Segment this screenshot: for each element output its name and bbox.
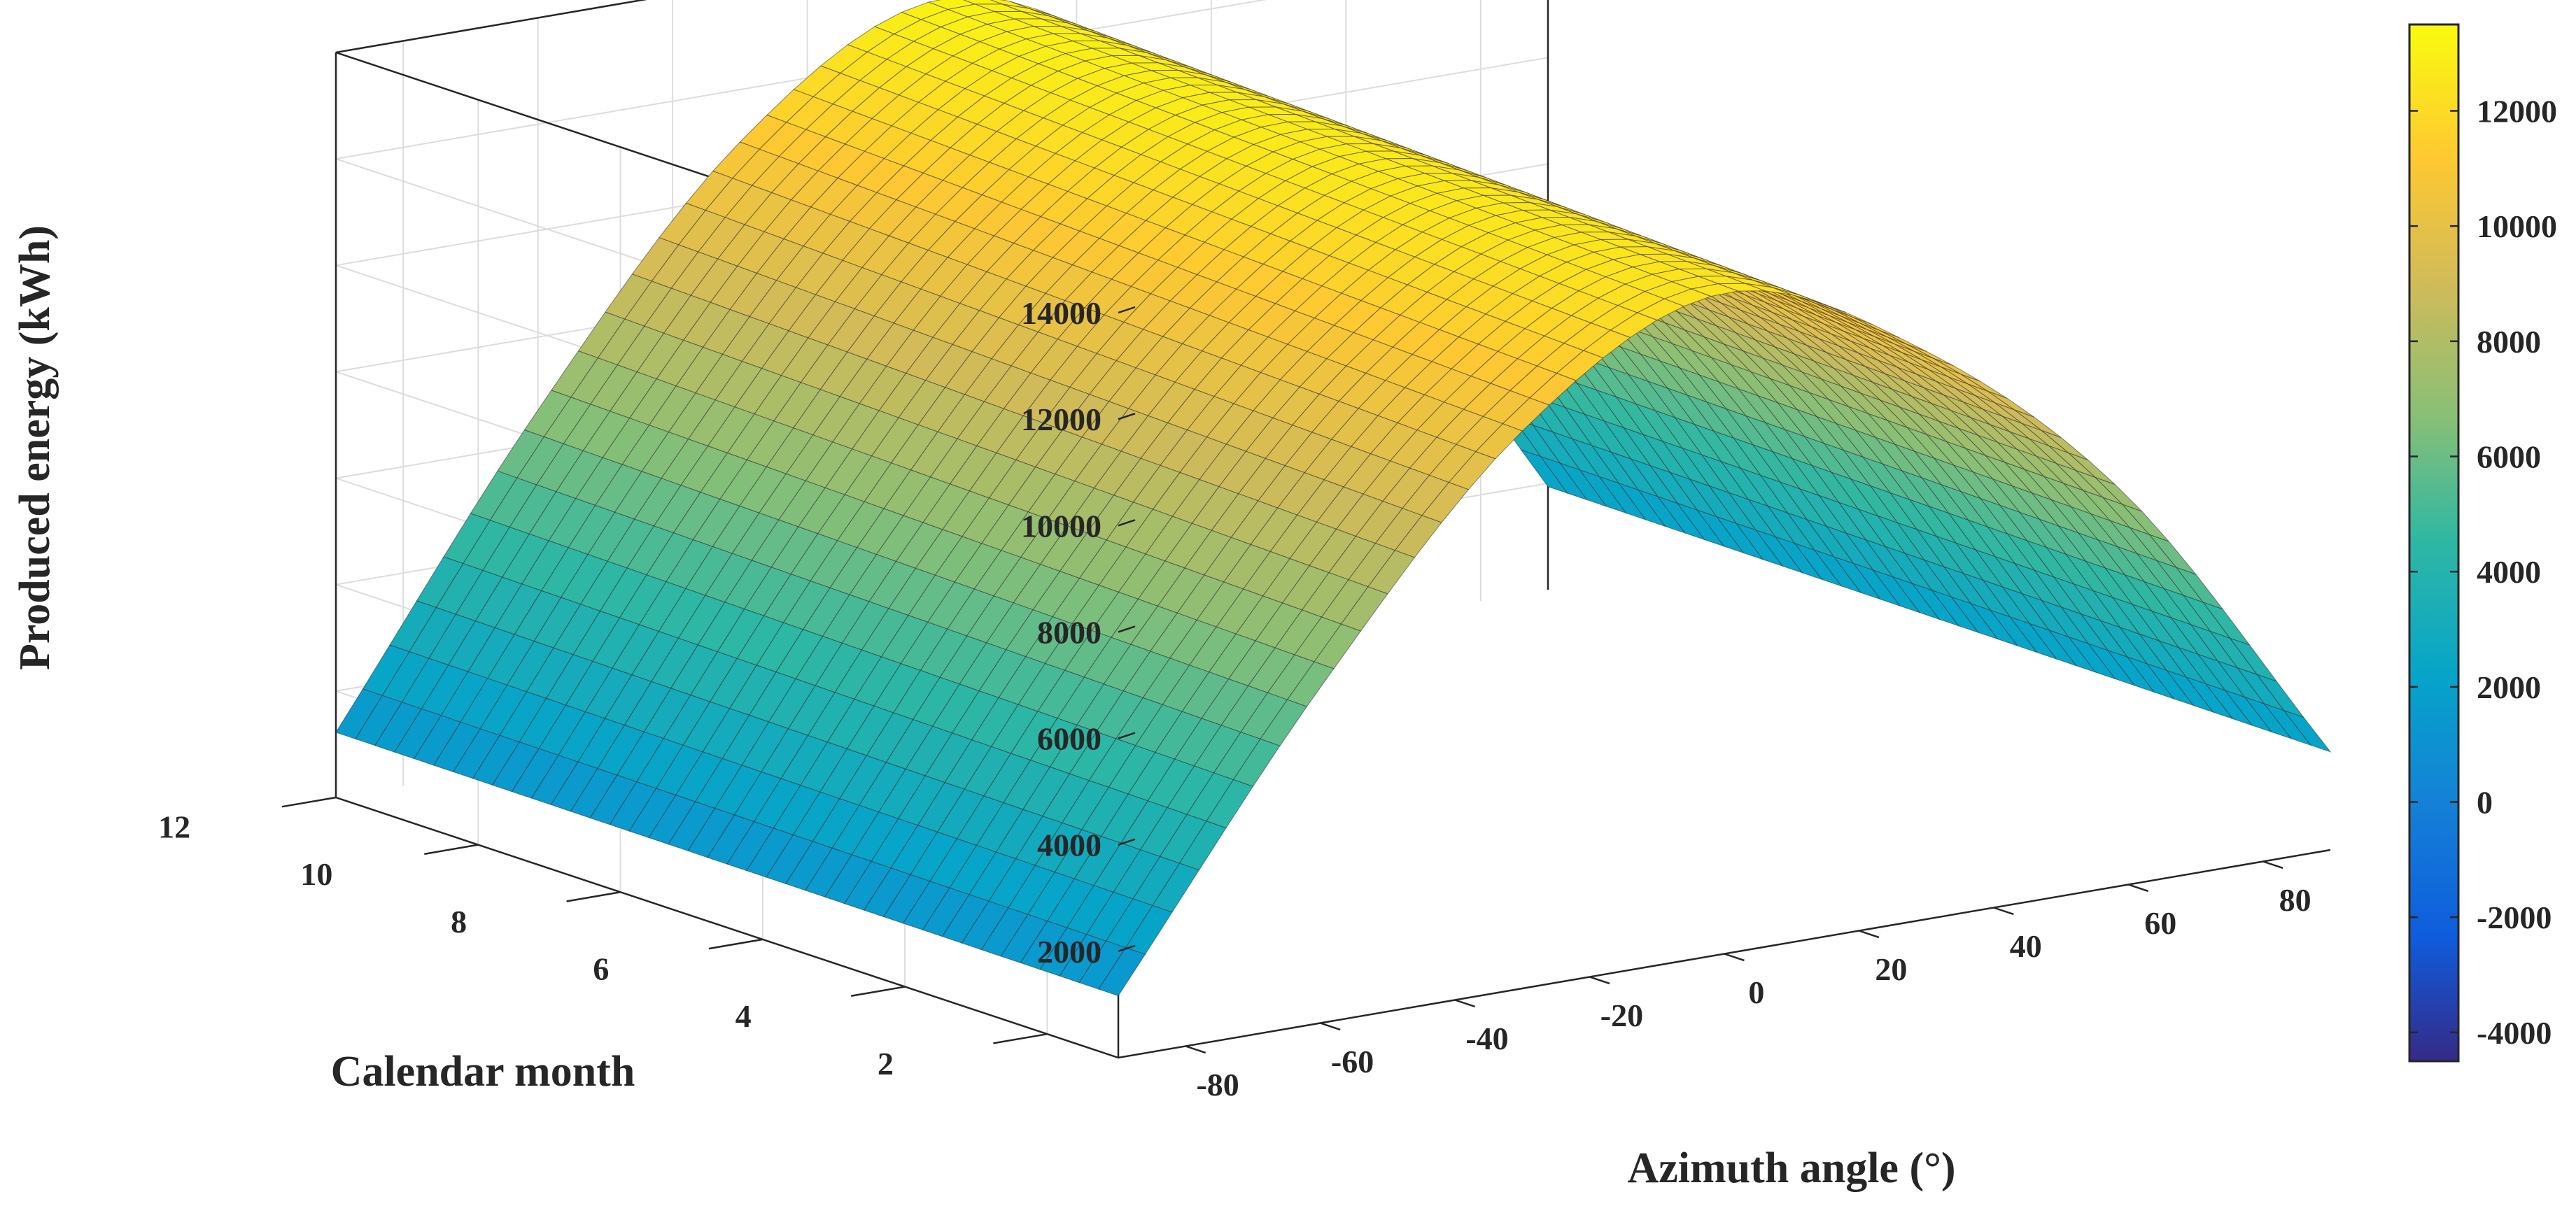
z-tick	[1118, 306, 1136, 314]
z-tick	[1118, 519, 1136, 527]
axes-box-front	[335, 796, 2331, 1059]
x-tick-label: -40	[1465, 1021, 1508, 1056]
z-tick	[1118, 944, 1136, 953]
x-tick-label: 40	[2010, 928, 2042, 964]
y-axis-label: Calendar month	[331, 1048, 635, 1095]
z-tick-label: 6000	[1037, 721, 1102, 757]
x-axis-label: Azimuth angle (°)	[1627, 1144, 1955, 1192]
x-tick-label: -80	[1196, 1067, 1239, 1102]
colorbar	[2408, 23, 2460, 1063]
colorbar-tick-label: -2000	[2477, 900, 2552, 935]
z-tick-label: 10000	[1021, 508, 1102, 544]
z-tick-label: 2000	[1037, 934, 1102, 970]
y-tick-label: 10	[300, 856, 332, 892]
colorbar-tick-label: -4000	[2477, 1015, 2552, 1051]
z-tick-label: 8000	[1037, 614, 1102, 650]
colorbar-tick-label: 12000	[2477, 94, 2557, 129]
y-tick	[281, 796, 337, 808]
x-tick-label: -20	[1600, 998, 1643, 1033]
y-tick	[708, 938, 763, 950]
y-tick	[993, 1033, 1048, 1044]
y-tick	[566, 891, 621, 902]
x-tick	[1320, 1022, 1341, 1031]
colorbar-tick-label: 4000	[2477, 554, 2541, 590]
x-tick	[2127, 884, 2149, 893]
x-tick-label: -60	[1331, 1044, 1374, 1079]
y-tick-label: 8	[451, 904, 467, 939]
x-tick-label: 60	[2144, 905, 2176, 941]
colorbar-tick-label: 6000	[2477, 439, 2541, 475]
z-tick	[1118, 838, 1136, 846]
x-tick	[1859, 930, 1880, 939]
x-tick	[1454, 999, 1475, 1008]
x-tick	[1185, 1045, 1206, 1054]
x-tick	[1589, 976, 1610, 985]
z-tick	[1118, 412, 1136, 420]
x-tick	[1993, 907, 2014, 916]
z-tick	[1118, 732, 1136, 739]
colorbar-tick-label: 8000	[2477, 324, 2541, 360]
x-tick-label: 20	[1875, 951, 1907, 987]
z-axis-label: Produced energy (kWh)	[11, 225, 59, 670]
z-tick	[1118, 625, 1136, 633]
z-tick-label: 12000	[1021, 402, 1102, 437]
y-tick	[424, 844, 479, 856]
y-tick-label: 12	[158, 809, 190, 845]
z-tick-label: 4000	[1037, 828, 1102, 863]
energy-surface	[335, 0, 2332, 997]
z-tick-label: 14000	[1021, 295, 1102, 331]
x-tick	[2262, 860, 2283, 870]
colorbar-ticks: -4000 -2000 0 2000 4000 6000 8000 10000 12000	[2409, 94, 2557, 1051]
y-tick-label: 2	[878, 1046, 894, 1081]
y-tick	[850, 986, 906, 997]
y-tick-label: 4	[736, 998, 752, 1034]
x-tick	[1724, 953, 1745, 962]
colorbar-tick-label: 0	[2477, 785, 2493, 821]
colorbar-tick-label: 10000	[2477, 208, 2557, 244]
x-tick-label: 80	[2279, 882, 2311, 918]
surface-patch	[1098, 947, 1146, 997]
x-tick-label: 0	[1748, 974, 1764, 1010]
y-tick-label: 6	[593, 951, 609, 987]
colorbar-tick-label: 2000	[2477, 669, 2541, 705]
axis-ticks: -80 -60 -40 -20 0 20 40 60 80 2 4 6 8 10 12 2000 4000 600…	[158, 295, 2311, 1102]
